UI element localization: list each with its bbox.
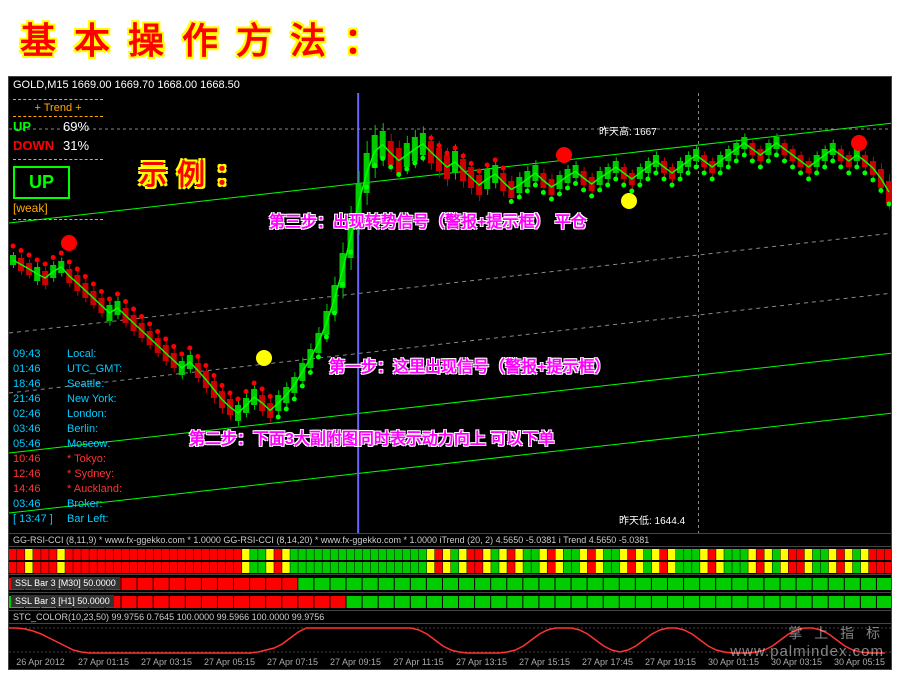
trend-panel: + Trend + UP69% DOWN31% UP [weak]	[13, 99, 103, 220]
down-pct: 31%	[63, 138, 89, 153]
watermark: 掌 上 指 标 www.palmindex.com	[730, 623, 884, 660]
ssl-h1-label: SSL Bar 3 [H1] 50.0000	[11, 595, 114, 607]
low-label: 昨天低: 1644.4	[619, 512, 685, 527]
step2-annotation: 第二步：下面3大副附图同时表示动力向上 可以下单	[189, 425, 554, 449]
ssl-h1-panel: SSL Bar 3 [H1] 50.0000	[9, 592, 891, 610]
step1-annotation: 第一步：这里出现信号（警报+提示框）	[329, 353, 610, 377]
example-label: 示例：	[139, 153, 253, 193]
up-pct: 69%	[63, 119, 89, 134]
step3-annotation: 第三步：出现转势信号（警报+提示框） 平仓	[269, 208, 587, 232]
up-label: UP	[13, 119, 63, 134]
watermark-text: 掌 上 指 标	[730, 623, 884, 643]
ssl-m30-label: SSL Bar 3 [M30] 50.0000	[11, 577, 120, 589]
rsi-panel	[9, 546, 891, 574]
high-label: 昨天高: 1667	[599, 123, 657, 138]
chart-container: GOLD,M15 1669.00 1669.70 1668.00 1668.50…	[8, 76, 892, 670]
direction-box: UP	[13, 166, 70, 199]
symbol-header: GOLD,M15 1669.00 1669.70 1668.00 1668.50	[9, 77, 891, 93]
trend-title: + Trend +	[13, 99, 103, 117]
page-title: 基本操作方法：	[0, 0, 900, 76]
rsi-header: GG-RSI-CCI (8,11,9) * www.fx-ggekko.com …	[9, 533, 891, 546]
watermark-url: www.palmindex.com	[730, 643, 884, 660]
stc-header: STC_COLOR(10,23,50) 99.9756 0.7645 100.0…	[9, 610, 891, 623]
down-label: DOWN	[13, 138, 63, 153]
main-chart[interactable]: + Trend + UP69% DOWN31% UP [weak] 示例： 第三…	[9, 93, 891, 533]
clock-panel: 09:43Local:01:46UTC_GMT:18:46Seattle:21:…	[13, 347, 122, 527]
strength-label: [weak]	[13, 201, 103, 215]
ssl-m30-panel: SSL Bar 3 [M30] 50.0000	[9, 574, 891, 592]
